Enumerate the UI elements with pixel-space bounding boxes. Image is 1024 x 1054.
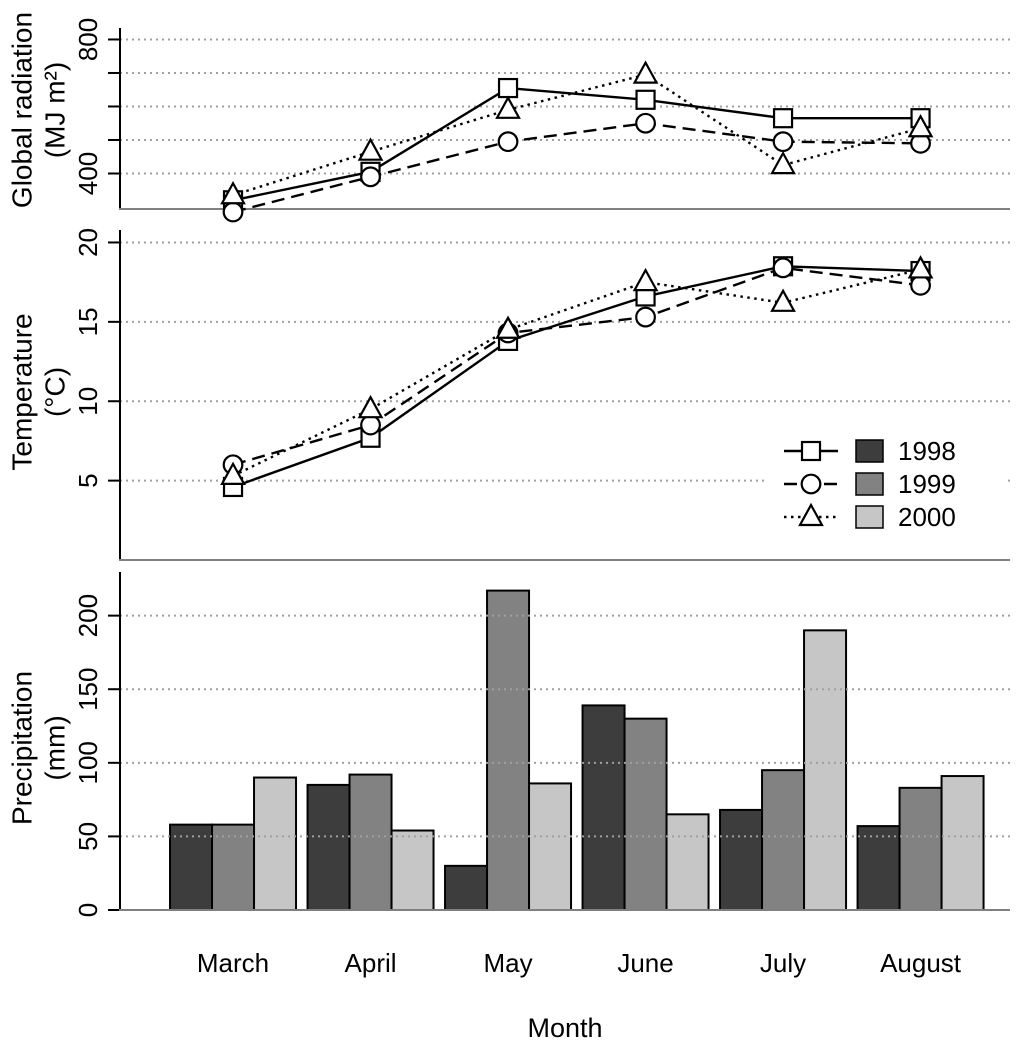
data-point-2000-may: [495, 315, 521, 339]
y-tick-label-15: 15: [73, 307, 103, 336]
data-point-1999-april: [360, 166, 381, 188]
data-point-2000-may: [495, 95, 521, 119]
bar-1999-june: [623, 717, 668, 912]
bar-1999-april: [348, 773, 393, 911]
bar-1999-august: [898, 786, 943, 912]
y-tick-label-5: 5: [73, 473, 103, 487]
data-point-1999-april: [360, 414, 381, 436]
data-point-2000-june: [632, 267, 659, 292]
radiation-ylabel: Global radiation: [7, 12, 38, 208]
data-point-2000-march: [220, 180, 246, 205]
series-line-1998: [232, 265, 921, 489]
series-line-2000: [232, 73, 921, 197]
data-point-1999-june: [635, 112, 656, 134]
bar-2000-may: [528, 782, 573, 912]
precipitation-ylabel-units: (mm): [40, 715, 71, 780]
month-label-august: August: [880, 948, 962, 978]
data-point-1999-august: [910, 274, 931, 296]
y-tick-label-10: 10: [73, 387, 103, 416]
bar-1998-may: [444, 864, 489, 912]
month-label-july: July: [760, 948, 806, 978]
y-tick-label-100: 100: [73, 741, 103, 784]
data-point-2000-june: [632, 60, 659, 84]
bar-1998-march: [169, 823, 214, 911]
radiation-ylabel-units: (MJ m²): [40, 62, 71, 158]
bar-1998-july: [719, 808, 764, 911]
y-tick-label-150: 150: [73, 668, 103, 711]
data-point-1999-july: [772, 257, 794, 279]
bar-2000-july: [803, 629, 848, 911]
month-label-june: June: [617, 948, 673, 978]
bar-1998-june: [581, 704, 626, 911]
bar-2000-march: [253, 776, 298, 911]
y-tick-label-20: 20: [73, 228, 103, 257]
bar-2000-june: [665, 813, 710, 911]
y-tick-label-400: 400: [73, 152, 103, 195]
legend-swatch-1999: [855, 472, 884, 496]
bar-1999-may: [486, 589, 531, 912]
data-point-2000-march: [220, 461, 246, 485]
temperature-ylabel: Temperature: [7, 313, 38, 470]
data-point-1999-may: [497, 131, 519, 153]
legend-label-2000: 2000: [898, 502, 956, 532]
bar-1998-august: [856, 825, 901, 911]
legend-label-1999: 1999: [898, 469, 956, 499]
bar-1999-march: [211, 823, 256, 911]
legend-marker-1999: [800, 473, 822, 495]
legend-marker-2000: [798, 502, 824, 527]
bar-2000-april: [390, 829, 435, 911]
y-tick-label-200: 200: [73, 594, 103, 637]
y-tick-label-50: 50: [73, 822, 103, 851]
data-point-2000-april: [357, 137, 384, 161]
precipitation-ylabel: Precipitation: [7, 671, 38, 825]
series-line-2000: [232, 268, 921, 477]
data-point-2000-august: [907, 113, 934, 138]
data-point-1999-june: [635, 306, 656, 328]
data-point-1999-july: [772, 131, 794, 153]
data-point-2000-july: [770, 288, 796, 312]
series-line-1998: [232, 86, 921, 202]
data-point-2000-april: [357, 394, 384, 419]
data-point-2000-july: [770, 150, 796, 175]
data-point-2000-august: [907, 255, 934, 279]
month-label-april: April: [345, 948, 397, 978]
x-axis-title: Month: [527, 1013, 602, 1043]
data-point-1998-may: [497, 77, 519, 99]
month-label-march: March: [197, 948, 269, 978]
legend-label-1998: 1998: [898, 436, 956, 466]
y-tick-label-800: 800: [73, 18, 103, 61]
data-point-1998-july: [772, 108, 794, 129]
legend-swatch-2000: [855, 505, 884, 529]
legend-swatch-1998: [855, 439, 884, 463]
legend-marker-1998: [800, 440, 822, 462]
temperature-ylabel-units: (°C): [40, 367, 71, 417]
data-point-1998-june: [635, 89, 656, 110]
y-tick-label-0: 0: [73, 903, 103, 917]
bar-1999-july: [761, 769, 806, 911]
bar-2000-august: [940, 775, 985, 911]
series-line-1999: [232, 122, 921, 214]
data-point-1999-march: [222, 201, 244, 223]
bar-1998-april: [306, 783, 351, 912]
month-label-may: May: [483, 948, 532, 978]
